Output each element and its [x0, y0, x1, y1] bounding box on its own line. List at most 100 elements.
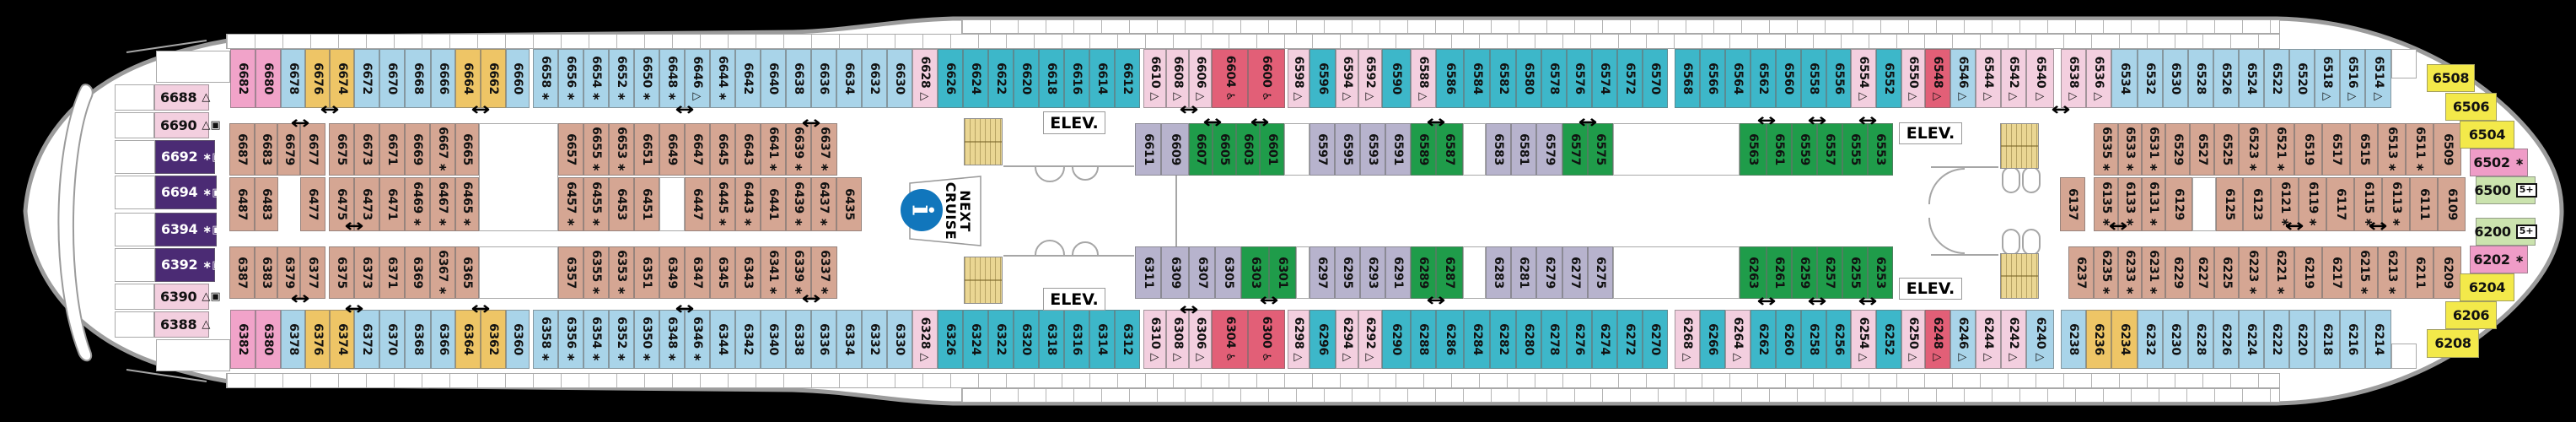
cabin-6662[interactable]: 6662 — [481, 49, 506, 108]
cabin-6616[interactable]: 6616 — [1064, 49, 1089, 108]
cabin-6357[interactable]: 6357 — [558, 246, 583, 299]
cabin-6305[interactable]: 6305 — [1215, 246, 1241, 299]
cabin-6277[interactable]: 6277 — [1562, 246, 1588, 299]
cabin-6365[interactable]: 6365 — [455, 246, 479, 299]
cabin-6312[interactable]: 6312 — [1115, 310, 1140, 369]
cabin-6607[interactable]: 6607 — [1189, 123, 1213, 176]
cabin-6544[interactable]: 6544 △ — [1976, 49, 2001, 108]
cabin-6690[interactable]: 6690 △▣ — [154, 112, 221, 138]
cabin-6278[interactable]: 6278 — [1541, 310, 1567, 369]
cabin-6208[interactable]: 6208 — [2427, 329, 2479, 358]
cabin-6561[interactable]: 6561 — [1767, 123, 1792, 176]
cabin-6289[interactable]: 6289 — [1411, 246, 1436, 299]
cabin-6337[interactable]: 6337 ∗ — [811, 246, 837, 299]
cabin-6351[interactable]: 6351 — [634, 246, 659, 299]
cabin-6129[interactable]: 6129 — [2165, 177, 2192, 231]
cabin-6682[interactable]: 6682 — [230, 49, 255, 108]
cabin-6660[interactable]: 6660 — [506, 49, 530, 108]
cabin-6298[interactable]: 6298 △ — [1288, 310, 1310, 369]
cabin-6520[interactable]: 6520 — [2289, 49, 2315, 108]
cabin-6117[interactable]: 6117 — [2326, 177, 2354, 231]
cabin-6570[interactable]: 6570 — [1643, 49, 1668, 108]
cabin-6626[interactable]: 6626 — [938, 49, 963, 108]
cabin-6288[interactable]: 6288 — [1411, 310, 1436, 369]
cabin-6566[interactable]: 6566 — [1700, 49, 1725, 108]
cabin-6608[interactable]: 6608 △ — [1166, 49, 1189, 108]
cabin-6590[interactable]: 6590 — [1382, 49, 1411, 108]
cabin-6557[interactable]: 6557 — [1817, 123, 1842, 176]
cabin-6620[interactable]: 6620 — [1014, 49, 1039, 108]
cabin-6588[interactable]: 6588 △ — [1411, 49, 1436, 108]
cabin-6577[interactable]: 6577 — [1562, 123, 1588, 176]
cabin-6324[interactable]: 6324 — [963, 310, 988, 369]
cabin-6297[interactable]: 6297 — [1310, 246, 1335, 299]
cabin-6657[interactable]: 6657 — [558, 123, 583, 176]
cabin-6437[interactable]: 6437 ∗ — [811, 177, 836, 231]
cabin-6211[interactable]: 6211 — [2406, 246, 2433, 299]
cabin-6465[interactable]: 6465 ∗ — [455, 177, 479, 231]
cabin-6340[interactable]: 6340 — [761, 310, 786, 369]
cabin-6666[interactable]: 6666 — [431, 49, 455, 108]
cabin-6646[interactable]: 6646 △ — [685, 49, 710, 108]
cabin-6367[interactable]: 6367 ∗ — [430, 246, 455, 299]
cabin-6672[interactable]: 6672 — [354, 49, 379, 108]
cabin-6618[interactable]: 6618 — [1039, 49, 1064, 108]
cabin-6564[interactable]: 6564 — [1725, 49, 1750, 108]
cabin-6376[interactable]: 6376 — [305, 310, 330, 369]
cabin-6383[interactable]: 6383 — [255, 246, 277, 299]
cabin-6380[interactable]: 6380 — [255, 310, 281, 369]
cabin-6356[interactable]: 6356 ∗ — [558, 310, 583, 369]
cabin-6637[interactable]: 6637 ∗ — [811, 123, 837, 176]
cabin-6326[interactable]: 6326 — [938, 310, 963, 369]
cabin-6638[interactable]: 6638 — [786, 49, 811, 108]
cabin-6125[interactable]: 6125 — [2216, 177, 2243, 231]
cabin-6355[interactable]: 6355 ∗ — [583, 246, 609, 299]
cabin-6445[interactable]: 6445 ∗ — [710, 177, 735, 231]
cabin-6253[interactable]: 6253 — [1868, 246, 1893, 299]
cabin-6222[interactable]: 6222 — [2264, 310, 2289, 369]
cabin-6345[interactable]: 6345 — [710, 246, 735, 299]
cabin-6213[interactable]: 6213 ∗ — [2378, 246, 2406, 299]
cabin-6218[interactable]: 6218 — [2315, 310, 2340, 369]
cabin-6309[interactable]: 6309 — [1161, 246, 1189, 299]
cabin-6314[interactable]: 6314 — [1089, 310, 1115, 369]
cabin-6598[interactable]: 6598 △ — [1288, 49, 1310, 108]
cabin-6574[interactable]: 6574 — [1592, 49, 1617, 108]
cabin-6284[interactable]: 6284 — [1464, 310, 1490, 369]
cabin-6316[interactable]: 6316 — [1064, 310, 1089, 369]
cabin-6235[interactable]: 6235 ∗ — [2094, 246, 2118, 299]
cabin-6519[interactable]: 6519 — [2294, 123, 2322, 176]
cabin-6320[interactable]: 6320 — [1014, 310, 1039, 369]
cabin-6236[interactable]: 6236 — [2086, 310, 2111, 369]
cabin-6219[interactable]: 6219 — [2294, 246, 2322, 299]
cabin-6291[interactable]: 6291 — [1385, 246, 1411, 299]
cabin-6328[interactable]: 6328 △ — [912, 310, 938, 369]
cabin-6664[interactable]: 6664 — [455, 49, 481, 108]
cabin-6304[interactable]: 6304 ♿ — [1212, 310, 1248, 369]
cabin-6348[interactable]: 6348 ∗ — [659, 310, 685, 369]
cabin-6388[interactable]: 6388 △ — [154, 311, 210, 338]
cabin-6540[interactable]: 6540 △ — [2026, 49, 2054, 108]
cabin-6604[interactable]: 6604 ♿ — [1212, 49, 1248, 108]
cabin-6595[interactable]: 6595 — [1335, 123, 1360, 176]
cabin-6232[interactable]: 6232 — [2138, 310, 2163, 369]
cabin-6535[interactable]: 6535 ∗ — [2094, 123, 2118, 176]
cabin-6209[interactable]: 6209 — [2433, 246, 2461, 299]
cabin-6224[interactable]: 6224 — [2239, 310, 2264, 369]
cabin-6248[interactable]: 6248 △ — [1925, 310, 1950, 369]
cabin-6387[interactable]: 6387 — [229, 246, 255, 299]
cabin-6597[interactable]: 6597 — [1310, 123, 1335, 176]
cabin-6303[interactable]: 6303 — [1241, 246, 1269, 299]
cabin-6216[interactable]: 6216 — [2340, 310, 2365, 369]
cabin-6652[interactable]: 6652 ∗ — [609, 49, 634, 108]
cabin-6628[interactable]: 6628 △ — [912, 49, 938, 108]
cabin-6526[interactable]: 6526 — [2213, 49, 2239, 108]
cabin-6546[interactable]: 6546 △ — [1950, 49, 1976, 108]
cabin-6500[interactable]: 6500 5+ — [2474, 176, 2537, 204]
cabin-6644[interactable]: 6644 ∗ — [710, 49, 735, 108]
cabin-6668[interactable]: 6668 — [405, 49, 431, 108]
cabin-6318[interactable]: 6318 — [1039, 310, 1064, 369]
cabin-6262[interactable]: 6262 — [1750, 310, 1776, 369]
cabin-6233[interactable]: 6233 ∗ — [2118, 246, 2142, 299]
cabin-6370[interactable]: 6370 — [379, 310, 405, 369]
